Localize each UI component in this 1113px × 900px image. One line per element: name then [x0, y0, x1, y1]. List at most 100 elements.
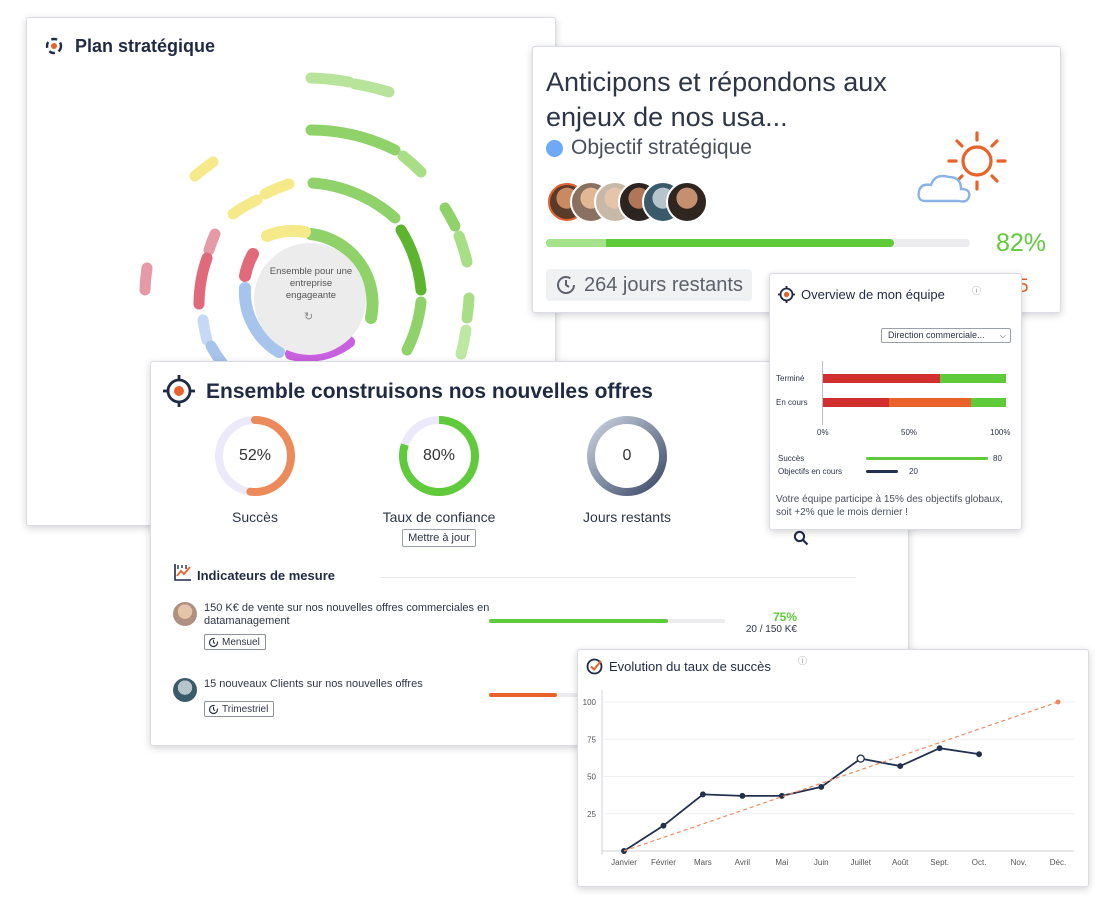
- indicator-percent: 75%: [772, 610, 797, 624]
- bar-segment: [823, 374, 941, 383]
- stacked-bar[interactable]: [823, 374, 1006, 383]
- gauge-confiance: 80% Taux de confiance Mettre à jour: [359, 414, 519, 547]
- ring-segment: [455, 324, 472, 360]
- x-tick-label: Janvier: [611, 858, 637, 867]
- legend-label: Succès: [778, 454, 805, 463]
- ring-segment: [307, 177, 401, 224]
- avatar[interactable]: [666, 181, 708, 223]
- gauge-label: Succès: [232, 509, 278, 525]
- data-point: [739, 792, 746, 799]
- gauge-value: 80%: [422, 447, 456, 464]
- info-icon[interactable]: ⓘ: [798, 656, 808, 666]
- indicator-progress-bar: [489, 619, 725, 623]
- indicator-value: 20 / 150 K€: [745, 624, 797, 635]
- bar-segment: [971, 398, 1006, 407]
- bar-segment: [940, 374, 1006, 383]
- gauge-ring: [215, 416, 295, 496]
- legend-value: 80: [993, 454, 1002, 463]
- ring-segment: [439, 202, 461, 232]
- legend-value: 20: [909, 467, 918, 476]
- plan-title: Plan stratégique: [75, 36, 216, 56]
- objective-progress-label: 82%: [995, 229, 1046, 257]
- avatar: [173, 602, 197, 626]
- ring-segment: [453, 230, 473, 268]
- avatar: [173, 678, 197, 702]
- objective-type-dot: [546, 139, 563, 157]
- line-chart[interactable]: 25 50 75 100 Janvier Février Mars Avril Mai Juin J…: [578, 650, 1089, 887]
- series-line: [623, 747, 980, 852]
- x-tick-label: Mars: [694, 858, 712, 867]
- update-button[interactable]: Mettre à jour: [402, 529, 476, 547]
- gauge-label: Taux de confiance: [382, 509, 496, 525]
- reset-icon: ↻: [304, 311, 313, 323]
- ring-segment: [203, 228, 221, 256]
- chart-axis: [822, 361, 823, 425]
- objective-type-label: Objectif stratégique: [571, 136, 752, 159]
- x-tick-label: Juin: [814, 858, 829, 867]
- bar-label: En cours: [776, 398, 808, 407]
- gauge-ring: [587, 416, 667, 496]
- ring-segment: [193, 252, 213, 310]
- ring-segment: [305, 72, 355, 88]
- bar-label: Terminé: [776, 374, 805, 383]
- overview-equipe-card[interactable]: Overview de mon équipe ⓘ Direction comme…: [769, 273, 1022, 530]
- frequency-label: Trimestriel: [222, 703, 269, 715]
- frequency-badge: Mensuel: [204, 634, 266, 650]
- ring-segment: [259, 178, 295, 200]
- data-point: [897, 763, 904, 770]
- objective-progress-highlight: [546, 239, 606, 247]
- info-icon[interactable]: ⓘ: [972, 286, 982, 296]
- sun-behind-cloud-icon: [917, 131, 1007, 203]
- team-select-value: Direction commerciale...: [888, 330, 985, 340]
- indicators-title: Indicateurs de mesure: [197, 568, 335, 583]
- overview-note: Votre équipe participe à 15% des objecti…: [776, 494, 1003, 518]
- team-select[interactable]: Direction commerciale... ⌵: [881, 328, 1011, 343]
- evolution-chart-card[interactable]: Evolution du taux de succès ⓘ 25 50 75 100 J…: [577, 649, 1089, 887]
- x-tick-label: 0%: [817, 428, 829, 437]
- search-icon[interactable]: [793, 530, 809, 546]
- data-point: [1055, 699, 1061, 705]
- chevron-down-icon: ⌵: [999, 331, 1006, 340]
- x-tick-label: 100%: [990, 428, 1011, 437]
- ring-segment: [305, 124, 401, 156]
- frequency-label: Mensuel: [222, 636, 260, 648]
- x-tick-label: Oct.: [972, 858, 987, 867]
- objective-avatars: [546, 181, 708, 223]
- divider: [381, 577, 856, 578]
- ring-segment: [397, 150, 427, 178]
- plan-rings-chart[interactable]: Ensemble pour une entreprise engageante …: [27, 18, 556, 526]
- stacked-bar[interactable]: [823, 398, 1006, 407]
- legend-line: [866, 470, 898, 473]
- objective-card[interactable]: Anticipons et répondons aux enjeux de no…: [532, 46, 1061, 313]
- ring-segment: [261, 224, 311, 242]
- ring-segment: [189, 156, 219, 182]
- objective-title: Anticipons et répondons aux enjeux de no…: [546, 67, 887, 132]
- objective-progress-bar: [546, 239, 970, 247]
- indicator-text: 150 K€ de vente sur nos nouvelles offres…: [204, 602, 490, 627]
- x-tick-label: Mai: [775, 858, 788, 867]
- gauge-value: 0: [622, 447, 632, 464]
- plan-logo-icon: [45, 37, 63, 55]
- objective-progress-fill: [546, 239, 894, 247]
- target-icon: [163, 375, 195, 407]
- frequency-badge: Trimestriel: [204, 701, 275, 717]
- x-tick-label: 50%: [901, 428, 918, 437]
- x-tick-label: Juillet: [851, 858, 872, 867]
- ensemble-title: Ensemble construisons nos nouvelles offr…: [206, 380, 653, 403]
- data-point: [660, 822, 667, 829]
- ring-segment: [227, 194, 263, 220]
- clock-refresh-icon: [557, 276, 575, 294]
- data-point: [936, 745, 943, 752]
- y-tick-label: 75: [587, 735, 596, 744]
- days-remaining-label: 264 jours restants: [584, 273, 743, 296]
- objective-type: Objectif stratégique: [546, 136, 752, 160]
- indicator-progress-fill: [489, 693, 558, 697]
- ring-segment: [285, 336, 355, 362]
- y-tick-label: 50: [587, 773, 596, 782]
- bar-segment: [888, 398, 972, 407]
- x-tick-label: Août: [892, 858, 909, 867]
- check-circle-icon: [586, 658, 603, 675]
- x-tick-label: Avril: [735, 858, 751, 867]
- ring-segment: [401, 296, 427, 356]
- data-point: [818, 783, 825, 790]
